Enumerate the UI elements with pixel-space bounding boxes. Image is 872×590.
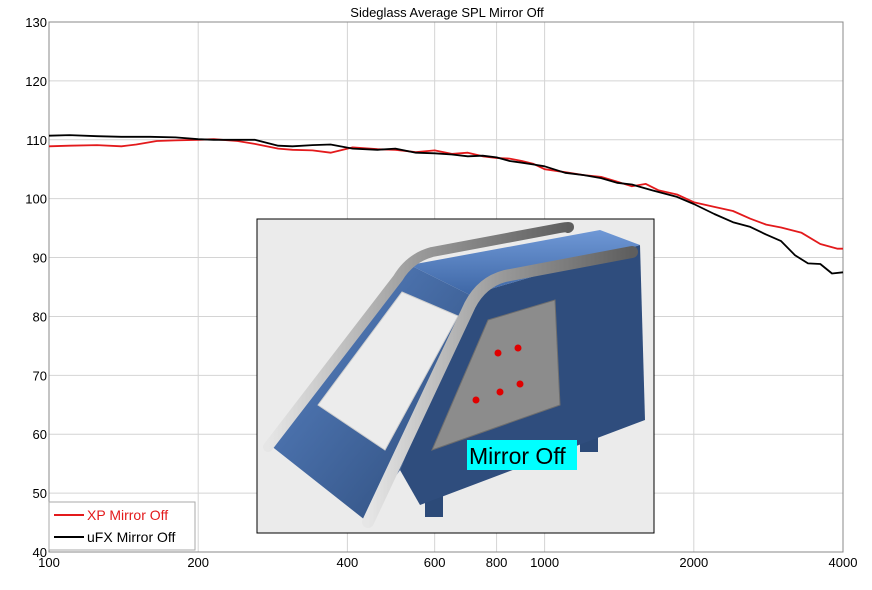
x-tick-label: 1000 [530, 555, 559, 570]
y-tick-label: 50 [33, 486, 47, 501]
chart-title: Sideglass Average SPL Mirror Off [350, 5, 544, 20]
inset-rail-left [263, 222, 574, 452]
inset-sensor-point [472, 396, 480, 404]
plot-frame [48, 21, 844, 553]
y-tick-label: 80 [33, 309, 47, 324]
y-tick-label: 40 [33, 545, 47, 560]
legend-label-ufx: uFX Mirror Off [87, 529, 176, 545]
y-tick-label: 60 [33, 427, 47, 442]
legend-label-xp: XP Mirror Off [87, 507, 168, 523]
y-tick-label: 120 [25, 74, 47, 89]
x-tick-label: 200 [187, 555, 209, 570]
inset-body-top [410, 230, 640, 295]
x-tick-label: 400 [337, 555, 359, 570]
inset-sensor-point [516, 380, 524, 388]
x-tick-label: 100 [38, 555, 60, 570]
y-tick-label: 110 [26, 133, 47, 148]
inset-label: Mirror Off [469, 443, 566, 469]
inset-label-background [467, 440, 577, 470]
inset-rail-right [362, 246, 638, 528]
inset-sensor-point [496, 388, 504, 396]
tick-labels: 40 50 60 70 80 90 100 110 120 130 100 200 400 600 800 1… [25, 15, 857, 570]
inset-windshield [317, 291, 459, 451]
y-tick-label: 100 [25, 192, 47, 207]
y-tick-label: 130 [25, 15, 47, 30]
y-tick-label: 90 [33, 251, 47, 266]
x-tick-label: 4000 [829, 555, 858, 570]
inset-model-image: Mirror Off [256, 218, 655, 534]
x-tick-label: 2000 [679, 555, 708, 570]
y-tick-label: 70 [33, 368, 47, 383]
inset-sensor-point [514, 344, 522, 352]
legend: XP Mirror Off uFX Mirror Off [48, 501, 196, 551]
series-layer [48, 134, 844, 275]
series-line-ufx-mirror-off [48, 134, 844, 275]
x-tick-label: 800 [486, 555, 508, 570]
inset-sideglass [431, 299, 561, 451]
inset-sensor-point [494, 349, 502, 357]
legend-box [48, 501, 196, 551]
x-tick-label: 600 [424, 555, 446, 570]
